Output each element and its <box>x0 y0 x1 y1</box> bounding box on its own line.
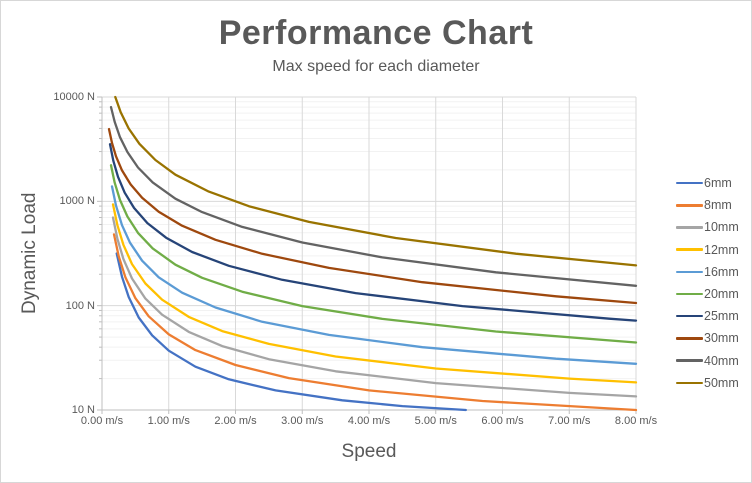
x-tick-label: 3.00 m/s <box>281 415 324 427</box>
legend-item-12mm[interactable]: 12mm <box>676 239 739 261</box>
y-tick-label: 10000 N <box>53 91 95 103</box>
x-tick-label: 6.00 m/s <box>481 415 524 427</box>
y-axis-title: Dynamic Load <box>19 192 40 315</box>
y-tick-label: 1000 N <box>59 195 95 208</box>
legend-item-16mm[interactable]: 16mm <box>676 261 739 283</box>
legend-label: 10mm <box>704 220 739 235</box>
legend-line-swatch <box>676 314 703 318</box>
legend-item-40mm[interactable]: 40mm <box>676 350 739 372</box>
y-tick-label: 10 N <box>71 404 95 416</box>
legend-item-20mm[interactable]: 20mm <box>676 283 739 305</box>
chart-subtitle: Max speed for each diameter <box>272 58 480 75</box>
series-line-10mm[interactable] <box>111 216 638 398</box>
series-line-40mm[interactable] <box>109 105 638 287</box>
series-line-25mm[interactable] <box>108 143 638 322</box>
legend-item-8mm[interactable]: 8mm <box>676 194 739 216</box>
legend-label: 6mm <box>704 176 732 191</box>
series-line-6mm[interactable] <box>115 252 467 412</box>
legend-label: 8mm <box>704 198 732 213</box>
x-tick-label: 7.00 m/s <box>548 415 591 427</box>
legend-line-swatch <box>676 181 703 185</box>
legend-line-swatch <box>676 359 703 362</box>
legend-item-30mm[interactable]: 30mm <box>676 327 739 349</box>
legend-line-swatch <box>676 292 703 296</box>
x-tick-label: 5.00 m/s <box>414 415 457 427</box>
legend: 6mm 8mm 10mm 12mm 16mm 20mm 25mm 30mm 40mm 50mm <box>676 172 739 394</box>
series-line-20mm[interactable] <box>109 164 638 344</box>
y-tick-label: 100 N <box>65 299 95 312</box>
series-line-50mm[interactable] <box>114 95 638 267</box>
legend-line-swatch <box>676 381 703 385</box>
x-tick-label: 0.00 m/s <box>80 415 124 427</box>
x-tick-label: 4.00 m/s <box>347 415 391 427</box>
legend-label: 20mm <box>704 287 739 302</box>
chart-title: Performance Chart <box>218 14 534 52</box>
x-axis-title: Speed <box>341 441 397 462</box>
legend-line-swatch <box>676 337 703 340</box>
legend-label: 12mm <box>704 242 739 257</box>
x-tick-label: 1.00 m/s <box>147 415 190 427</box>
legend-line-swatch <box>676 270 703 274</box>
series-line-16mm[interactable] <box>110 185 638 365</box>
legend-item-10mm[interactable]: 10mm <box>676 216 739 238</box>
legend-label: 40mm <box>704 353 739 368</box>
x-tick-label: 2.00 m/s <box>214 415 257 427</box>
legend-line-swatch <box>676 226 703 229</box>
legend-label: 25mm <box>704 309 739 324</box>
series-line-30mm[interactable] <box>107 127 638 305</box>
series-line-12mm[interactable] <box>111 203 638 384</box>
legend-label: 30mm <box>704 331 739 346</box>
legend-item-50mm[interactable]: 50mm <box>676 372 739 394</box>
legend-line-swatch <box>676 204 703 207</box>
legend-item-6mm[interactable]: 6mm <box>676 172 739 194</box>
legend-label: 50mm <box>704 375 739 390</box>
series-line-8mm[interactable] <box>112 233 638 412</box>
legend-item-25mm[interactable]: 25mm <box>676 305 739 327</box>
legend-label: 16mm <box>704 264 739 279</box>
x-tick-label: 8.00 m/s <box>614 415 658 427</box>
legend-line-swatch <box>676 248 703 251</box>
